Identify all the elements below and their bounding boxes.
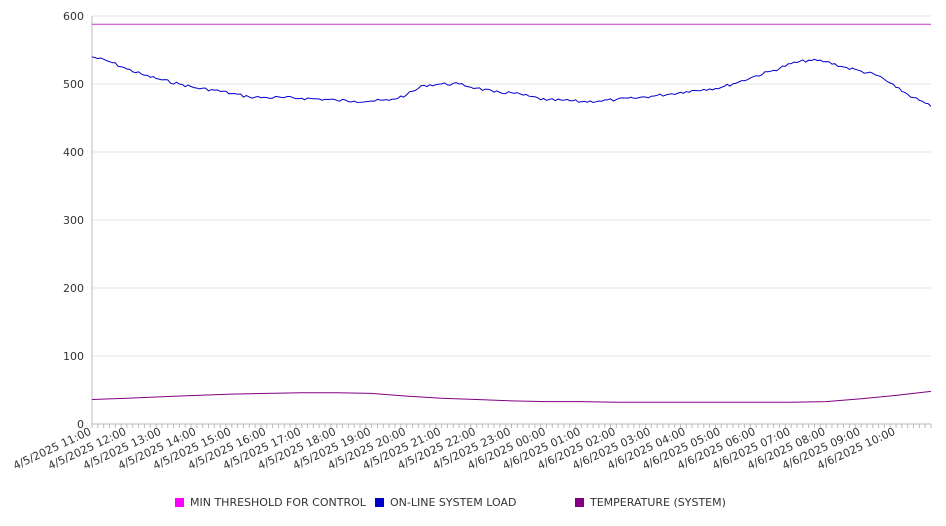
legend-item-temperature[interactable]: TEMPERATURE (SYSTEM) xyxy=(575,496,726,509)
y-tick-label: 300 xyxy=(63,214,84,227)
legend-label: MIN THRESHOLD FOR CONTROL xyxy=(190,496,366,509)
gridlines xyxy=(92,15,931,357)
y-tick-label: 500 xyxy=(63,78,84,91)
y-tick-label: 100 xyxy=(63,350,84,363)
legend: MIN THRESHOLD FOR CONTROL ON-LINE SYSTEM… xyxy=(0,496,946,516)
legend-swatch xyxy=(175,498,184,507)
x-axis-ticks: 4/5/2025 11:004/5/2025 12:004/5/2025 13:… xyxy=(11,425,897,473)
y-tick-label: 200 xyxy=(63,282,84,295)
legend-swatch xyxy=(575,498,584,507)
series-lines xyxy=(91,23,932,403)
legend-item-min-threshold[interactable]: MIN THRESHOLD FOR CONTROL xyxy=(175,496,366,509)
series-line-2 xyxy=(91,390,932,403)
series-line-1 xyxy=(91,56,932,107)
y-axis-ticks: 0 100 200 300 400 500 600 xyxy=(63,10,84,431)
legend-label: TEMPERATURE (SYSTEM) xyxy=(590,496,726,509)
legend-item-system-load[interactable]: ON-LINE SYSTEM LOAD xyxy=(375,496,516,509)
y-tick-label: 400 xyxy=(63,146,84,159)
y-tick-label: 600 xyxy=(63,10,84,23)
y-tick-label: 0 xyxy=(77,418,84,431)
legend-swatch xyxy=(375,498,384,507)
legend-label: ON-LINE SYSTEM LOAD xyxy=(390,496,517,509)
axes xyxy=(91,16,932,428)
